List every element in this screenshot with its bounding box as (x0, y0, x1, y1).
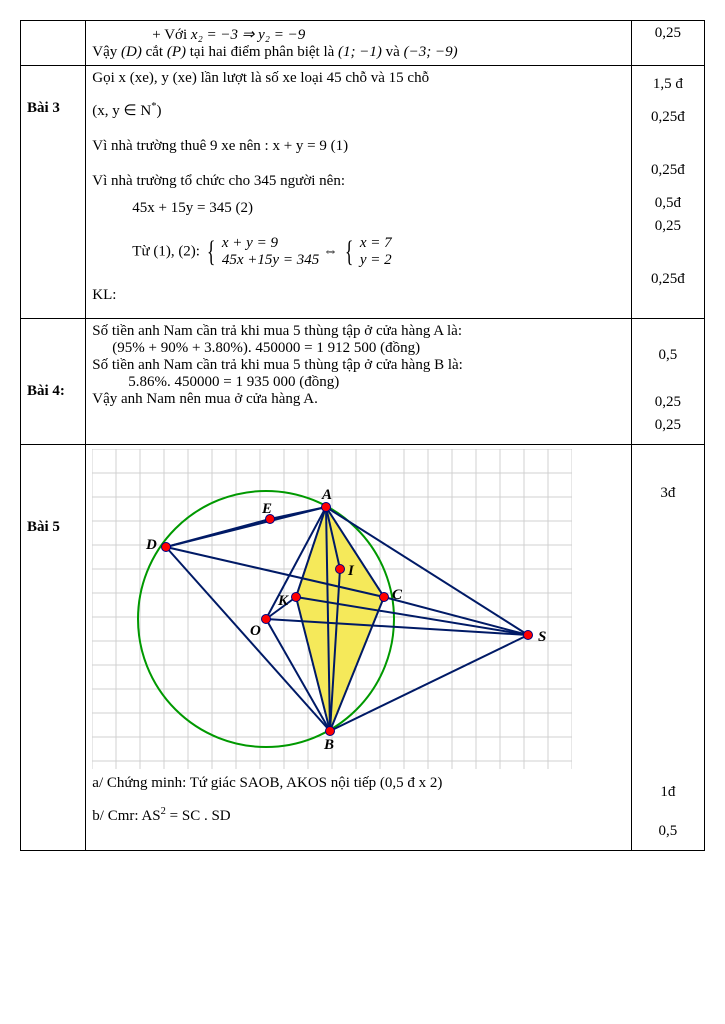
text: ) (156, 103, 161, 119)
text: Gọi x (xe), y (xe) lần lượt là số xe loạ… (92, 70, 624, 87)
iff: ⇔ (323, 243, 342, 259)
text: = SC . SD (166, 808, 231, 824)
row2-score: 1,5 đ 0,25đ 0,25đ 0,5đ 0,25 0,25đ (631, 66, 704, 319)
label-text: Bài 5 (27, 519, 79, 536)
svg-text:D: D (145, 537, 157, 553)
label-text: Bài 3 (27, 100, 79, 117)
text: KL: (92, 287, 624, 304)
row3-label: Bài 4: (21, 319, 86, 445)
text: cắt (146, 44, 167, 60)
score: 3đ (638, 485, 698, 502)
text: (95% + 90% + 3.80%). 450000 = 1 912 500 … (92, 340, 624, 357)
table-row: Bài 5 A E D I K C O S B a/ Chứng minh: Tứ giác S… (21, 445, 705, 851)
math: x = 7 (360, 235, 392, 252)
row1-content: + Với x₂ = −3 ⇒ y₂ = −9 Vậy (D) cắt (P) … (86, 21, 631, 66)
score: 0,5 (638, 347, 698, 364)
math: x + y = 9 (222, 235, 319, 252)
score: 0,25đ (638, 271, 698, 288)
text: Số tiền anh Nam cần trả khi mua 5 thùng … (92, 323, 624, 340)
page: + Với x₂ = −3 ⇒ y₂ = −9 Vậy (D) cắt (P) … (20, 20, 705, 851)
text: Vậy (92, 44, 121, 60)
text: b/ Cmr: AS (92, 808, 160, 824)
score: 0,5đ (638, 195, 698, 212)
text: 45x + 15y = 345 (2) (92, 200, 624, 217)
row3-content: Số tiền anh Nam cần trả khi mua 5 thùng … (86, 319, 631, 445)
row4-score: 3đ 1đ 0,5 (631, 445, 704, 851)
table-row: Bài 3 Gọi x (xe), y (xe) lần lượt là số … (21, 66, 705, 319)
text: + Với (152, 27, 191, 43)
score: 0,25đ (638, 162, 698, 179)
text: tại hai điểm phân biệt là (190, 44, 338, 60)
row1-score: 0,25 (631, 21, 704, 66)
text: Vậy anh Nam nên mua ở cửa hàng A. (92, 391, 624, 408)
table-row: Bài 4: Số tiền anh Nam cần trả khi mua 5… (21, 319, 705, 445)
svg-text:A: A (321, 487, 332, 503)
question-b: b/ Cmr: AS2 = SC . SD (92, 806, 624, 825)
math: (D) (121, 44, 142, 60)
text: Số tiền anh Nam cần trả khi mua 5 thùng … (92, 357, 624, 374)
math: x₂ = −3 ⇒ y₂ = −9 (191, 27, 305, 43)
geometry-diagram: A E D I K C O S B (92, 449, 624, 769)
row4-label: Bài 5 (21, 445, 86, 851)
math: (−3; −9) (404, 44, 458, 60)
text: 5.86%. 450000 = 1 935 000 (đồng) (92, 374, 624, 391)
text: Vì nhà trường thuê 9 xe nên : x + y = 9 … (92, 138, 624, 155)
text: (x, y ∈ N (92, 103, 151, 119)
row4-content: A E D I K C O S B a/ Chứng minh: Tứ giác SAOB, A… (86, 445, 631, 851)
svg-text:E: E (261, 501, 272, 517)
svg-text:O: O (250, 623, 261, 639)
label-text: Bài 4: (27, 383, 79, 400)
row1-label (21, 21, 86, 66)
score: 0,25 (638, 218, 698, 235)
brace-icon: { (207, 242, 216, 262)
text: Từ (1), (2): (132, 243, 203, 259)
score: 0,25đ (638, 109, 698, 126)
score: 1,5 đ (638, 76, 698, 93)
svg-text:S: S (538, 629, 546, 645)
row3-score: 0,5 0,25 0,25 (631, 319, 704, 445)
math: y = 2 (360, 252, 392, 269)
brace-icon: { (345, 242, 354, 262)
svg-text:K: K (277, 593, 289, 609)
math: (P) (167, 44, 186, 60)
svg-text:I: I (347, 563, 355, 579)
table-row: + Với x₂ = −3 ⇒ y₂ = −9 Vậy (D) cắt (P) … (21, 21, 705, 66)
score: 0,5 (638, 823, 698, 840)
score: 0,25 (638, 417, 698, 434)
math: 45x +15y = 345 (222, 252, 319, 269)
svg-text:C: C (392, 587, 403, 603)
question-a: a/ Chứng minh: Tứ giác SAOB, AKOS nội ti… (92, 775, 624, 792)
text: Vì nhà trường tổ chức cho 345 người nên: (92, 173, 624, 190)
score: 1đ (638, 784, 698, 801)
row2-label: Bài 3 (21, 66, 86, 319)
math: (1; −1) (338, 44, 382, 60)
text: và (386, 44, 404, 60)
solution-table: + Với x₂ = −3 ⇒ y₂ = −9 Vậy (D) cắt (P) … (20, 20, 705, 851)
score: 0,25 (638, 394, 698, 411)
row2-content: Gọi x (xe), y (xe) lần lượt là số xe loạ… (86, 66, 631, 319)
svg-text:B: B (323, 737, 334, 753)
